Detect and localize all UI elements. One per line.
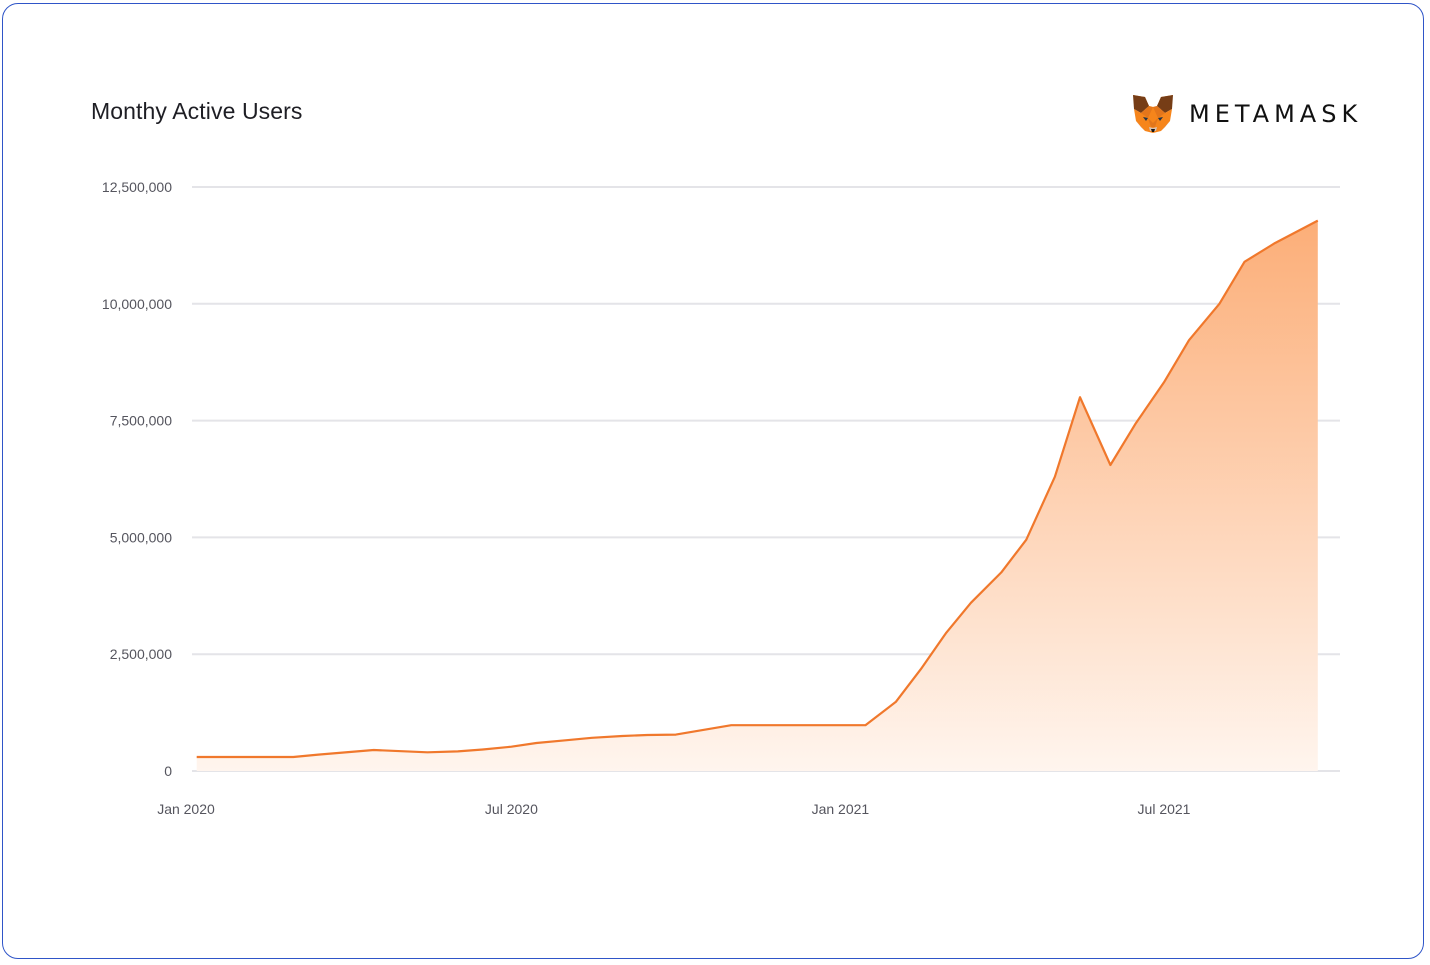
x-tick-label: Jul 2021 bbox=[1138, 801, 1191, 817]
data-points bbox=[196, 220, 1318, 757]
brand-wordmark: METAMASK bbox=[1189, 100, 1363, 128]
x-tick-label: Jul 2020 bbox=[485, 801, 538, 817]
y-tick-label: 0 bbox=[164, 763, 172, 779]
fox-icon bbox=[1131, 93, 1175, 135]
y-axis: 0 2,500,000 5,000,000 7,500,000 10,000,000 12… bbox=[102, 179, 172, 779]
x-tick-label: Jan 2020 bbox=[157, 801, 215, 817]
x-axis: Jan 2020 Jul 2020 Jan 2021 Jul 2021 bbox=[157, 801, 1190, 817]
chart-title: Monthy Active Users bbox=[91, 98, 303, 124]
series-area bbox=[196, 220, 1318, 772]
y-tick-label: 10,000,000 bbox=[102, 296, 172, 312]
brand-logo: METAMASK bbox=[1131, 92, 1362, 136]
x-tick-label: Jan 2021 bbox=[812, 801, 870, 817]
y-tick-label: 2,500,000 bbox=[110, 646, 172, 662]
y-tick-label: 5,000,000 bbox=[110, 529, 172, 545]
y-tick-label: 7,500,000 bbox=[110, 413, 172, 429]
y-tick-label: 12,500,000 bbox=[102, 179, 172, 195]
series-line bbox=[196, 219, 1319, 759]
